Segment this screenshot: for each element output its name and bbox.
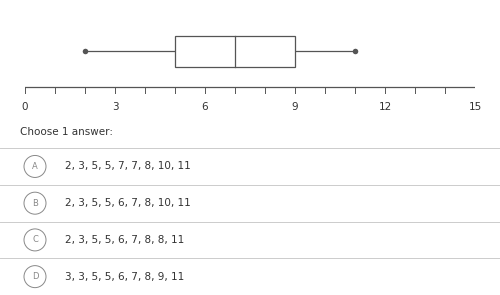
Text: A: A [32, 162, 38, 171]
Text: 9: 9 [292, 102, 298, 112]
Text: 2, 3, 5, 5, 6, 7, 8, 10, 11: 2, 3, 5, 5, 6, 7, 8, 10, 11 [65, 198, 191, 208]
Text: 2, 3, 5, 5, 7, 7, 8, 10, 11: 2, 3, 5, 5, 7, 7, 8, 10, 11 [65, 161, 191, 171]
Bar [175, 36, 295, 67]
Text: C: C [32, 235, 38, 245]
Text: 15: 15 [468, 102, 481, 112]
Text: 3, 3, 5, 5, 6, 7, 8, 9, 11: 3, 3, 5, 5, 6, 7, 8, 9, 11 [65, 272, 184, 282]
Text: 0: 0 [22, 102, 28, 112]
Point [81, 49, 89, 54]
Text: 12: 12 [378, 102, 392, 112]
Text: 2, 3, 5, 5, 6, 7, 8, 8, 11: 2, 3, 5, 5, 6, 7, 8, 8, 11 [65, 235, 184, 245]
Text: 6: 6 [202, 102, 208, 112]
Text: B: B [32, 199, 38, 208]
Text: D: D [32, 272, 38, 281]
Text: Choose 1 answer:: Choose 1 answer: [20, 127, 113, 137]
Text: 3: 3 [112, 102, 118, 112]
Point [351, 49, 359, 54]
